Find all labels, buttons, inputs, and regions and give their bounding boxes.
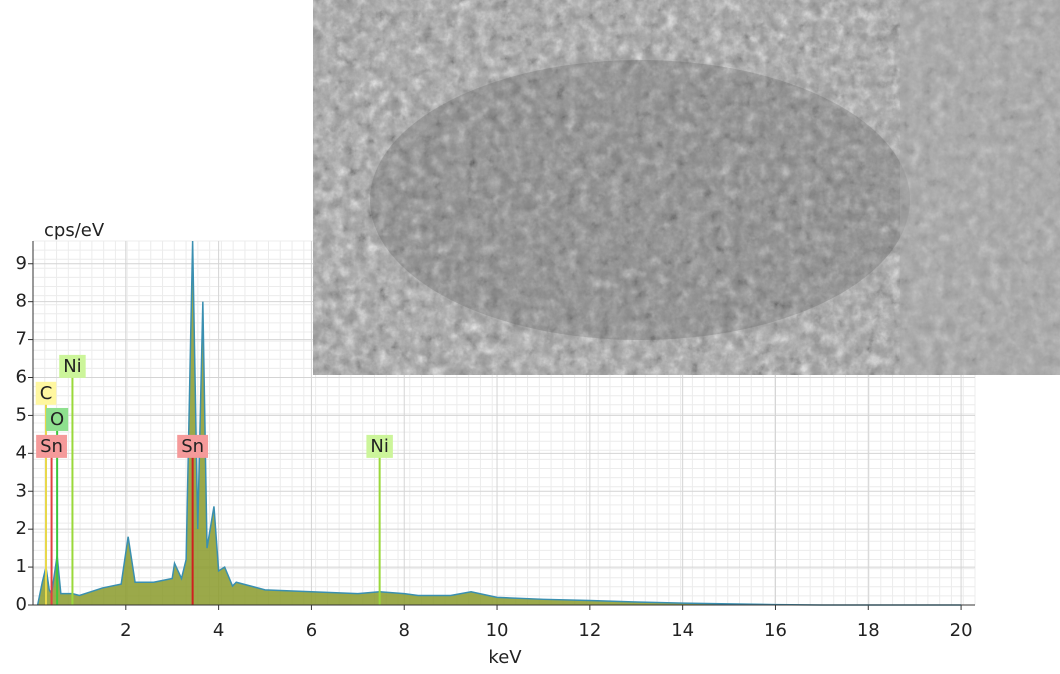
- x-tick-label: 16: [764, 620, 787, 641]
- x-tick-label: 18: [857, 620, 880, 641]
- y-tick-label: 4: [16, 442, 27, 463]
- sem-smooth-region: [900, 0, 1060, 375]
- y-tick-label: 2: [16, 518, 27, 539]
- element-label: Ni: [63, 356, 81, 377]
- x-tick-label: 14: [671, 620, 694, 641]
- element-label: C: [40, 383, 53, 404]
- x-tick-label: 12: [578, 620, 601, 641]
- spectrum-area: [37, 241, 962, 605]
- element-label: Sn: [40, 436, 63, 457]
- sem-dendrite-region: [370, 60, 910, 340]
- x-tick-label: 10: [486, 620, 509, 641]
- element-label: Sn: [181, 436, 204, 457]
- x-tick-label: 20: [950, 620, 973, 641]
- y-tick-label: 6: [16, 367, 27, 388]
- element-label-box: [59, 354, 86, 378]
- element-label: Ni: [370, 436, 388, 457]
- y-tick-label: 1: [16, 556, 27, 577]
- element-label-box: [35, 381, 57, 405]
- element-label-box: [46, 407, 69, 431]
- y-tick-label: 8: [16, 291, 27, 312]
- y-tick-label: 5: [16, 404, 27, 425]
- y-tick-label: 3: [16, 480, 27, 501]
- y-tick-label: 9: [16, 253, 27, 274]
- element-label: O: [50, 409, 64, 430]
- y-tick-label: 0: [16, 594, 27, 615]
- x-tick-label: 2: [120, 620, 131, 641]
- x-tick-label: 8: [399, 620, 410, 641]
- sem-image: [313, 0, 1060, 375]
- element-label-box: [177, 434, 209, 458]
- x-tick-label: 4: [213, 620, 224, 641]
- x-axis-label: keV: [488, 647, 522, 668]
- y-tick-label: 7: [16, 329, 27, 350]
- x-tick-label: 6: [306, 620, 317, 641]
- y-axis-label: cps/eV: [44, 220, 105, 241]
- element-label-box: [36, 434, 67, 458]
- spectrum-line: [36, 240, 962, 606]
- element-label-box: [366, 434, 393, 458]
